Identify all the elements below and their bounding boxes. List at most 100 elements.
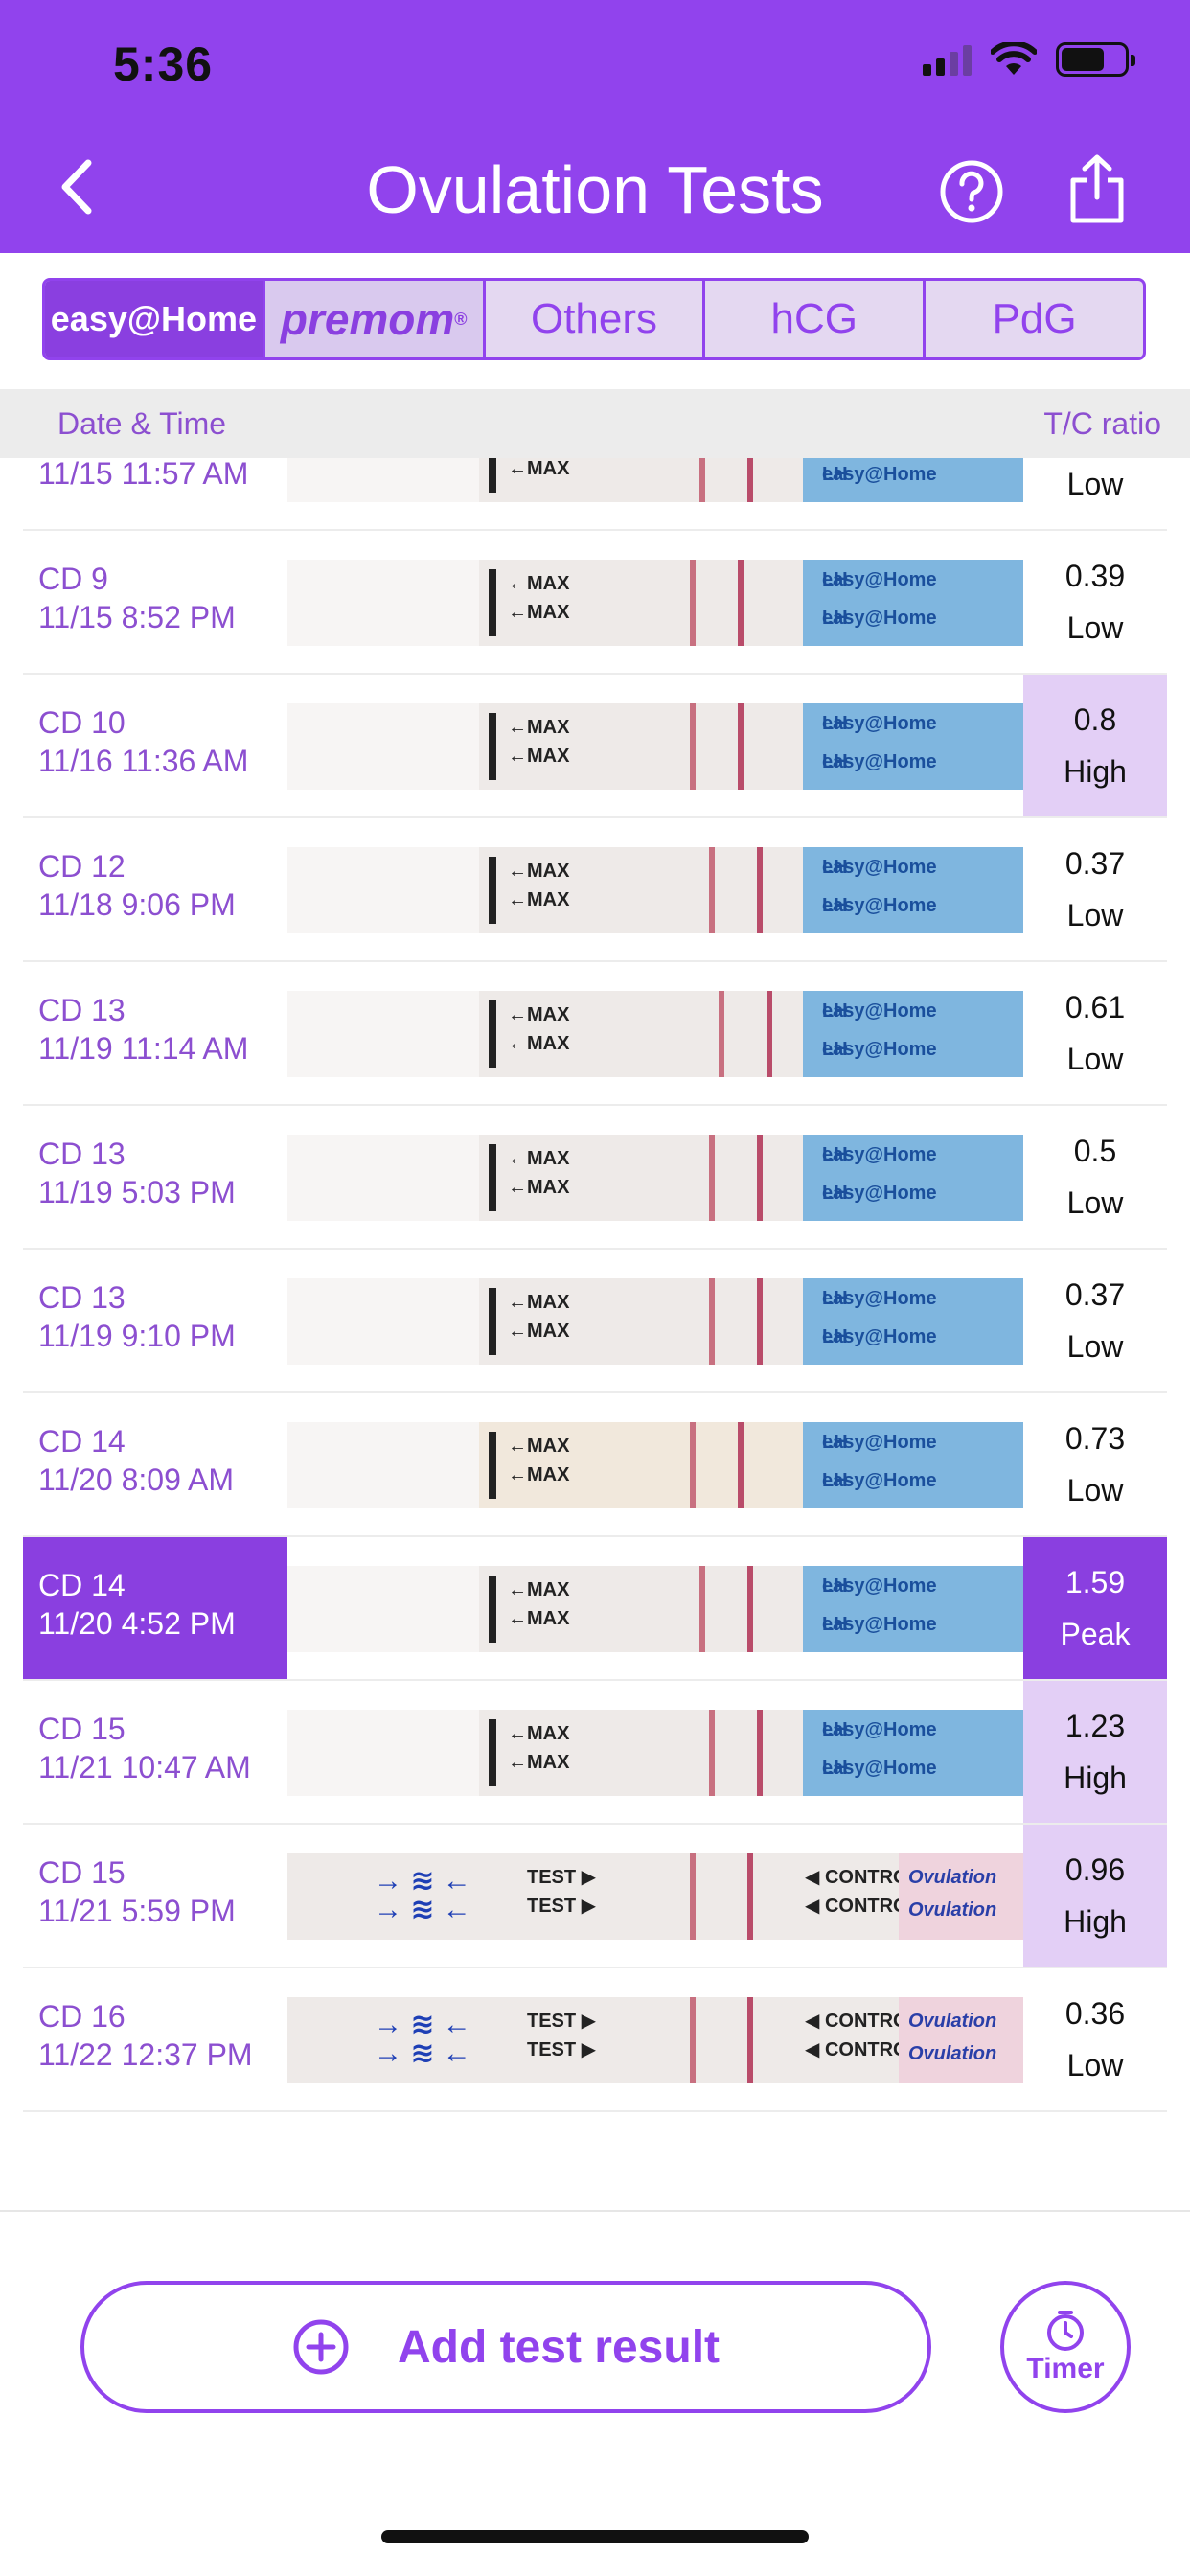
- control-line: [767, 991, 772, 1077]
- table-row[interactable]: CD 14 11/20 8:09 AM ←MAX ←MAX LH easy@Home ea…: [23, 1393, 1167, 1537]
- test-datetime: 11/19 11:14 AM: [38, 1031, 249, 1066]
- table-row[interactable]: CD 911/15 11:57 AM ←MAX←MAX LH easy@Homeea…: [23, 458, 1167, 531]
- cycle-day: CD 12: [38, 849, 126, 884]
- table-header: Date & Time T/C ratio: [0, 389, 1190, 458]
- lh-level-label: High: [1064, 754, 1127, 789]
- table-row[interactable]: CD 16 11/22 12:37 PM → ≋ ← → ≋ ← TEST ▶ TEST …: [23, 1968, 1167, 2112]
- table-row[interactable]: CD 15 11/21 10:47 AM ←MAX ←MAX LH easy@Home e…: [23, 1681, 1167, 1825]
- strip-control-label: ◀ CONTROL ◀ CONTROL: [805, 2011, 920, 2060]
- table-row[interactable]: CD 15 11/21 5:59 PM → ≋ ← → ≋ ← TEST ▶ TEST ▶…: [23, 1825, 1167, 1968]
- row-date-cell: CD 13 11/19 5:03 PM: [23, 1106, 287, 1248]
- tab-pdg[interactable]: PdG: [923, 281, 1143, 357]
- test-type-tabs: easy@Home premom ® Others hCG PdG: [42, 278, 1146, 360]
- test-datetime: 11/19 9:10 PM: [38, 1319, 236, 1353]
- control-line: [738, 703, 744, 790]
- strip-handle: [287, 991, 479, 1077]
- test-line: [690, 703, 696, 790]
- timer-button[interactable]: Timer: [1000, 2281, 1131, 2413]
- strip-max-bar: [489, 1144, 496, 1211]
- strip-max-bar: [489, 569, 496, 636]
- lh-level-label: Low: [1066, 898, 1124, 932]
- control-line: [757, 847, 763, 933]
- control-line: [757, 1278, 763, 1365]
- strip-max-label: ←MAX←MAX: [508, 1004, 570, 1054]
- tc-ratio-value: 0.96: [1064, 1852, 1126, 1887]
- strip-arrows: → ≋ ← → ≋ ←: [374, 2009, 471, 2069]
- tc-ratio-cell: 1.59 Peak: [1023, 1537, 1167, 1679]
- home-indicator: [381, 2530, 809, 2543]
- table-row[interactable]: CD 12 11/18 9:06 PM ←MAX ←MAX LH easy@Home ea…: [23, 818, 1167, 962]
- test-strip-image[interactable]: → ≋ ← → ≋ ← TEST ▶ TEST ▶ ◀ CONTROL ◀ CONTROL…: [287, 1853, 1023, 1940]
- table-row[interactable]: CD 13 11/19 5:03 PM ←MAX ←MAX LH easy@Home ea…: [23, 1106, 1167, 1250]
- lh-level-label: Low: [1066, 1042, 1124, 1076]
- tc-ratio-cell: 1.23 High: [1023, 1681, 1167, 1823]
- cycle-day: CD 15: [38, 1712, 126, 1746]
- lh-level-label: High: [1064, 1760, 1127, 1795]
- table-row[interactable]: CD 13 11/19 9:10 PM ←MAX ←MAX LH easy@Home ea…: [23, 1250, 1167, 1393]
- add-test-result-button[interactable]: Add test result: [80, 2281, 931, 2413]
- test-datetime: 11/21 10:47 AM: [38, 1750, 251, 1784]
- tc-ratio-cell: 0.61 Low: [1023, 962, 1167, 1104]
- tc-ratio-cell: 0.36 Low: [1023, 1968, 1167, 2110]
- strip-max-label: ←MAX←MAX: [508, 573, 570, 623]
- lh-level-label: Low: [1066, 2048, 1124, 2082]
- strip-max-bar: [489, 1288, 496, 1355]
- cycle-day: CD 14: [38, 1424, 126, 1459]
- table-row[interactable]: CD 10 11/16 11:36 AM ←MAX ←MAX LH easy@Home e…: [23, 675, 1167, 818]
- share-button[interactable]: [1065, 153, 1129, 224]
- header-bar: 5:36 Ovulation Tests: [0, 0, 1190, 253]
- row-divider: [23, 1248, 1167, 1250]
- row-divider: [23, 1104, 1167, 1106]
- tab-others[interactable]: Others: [482, 281, 703, 357]
- back-button[interactable]: [48, 153, 105, 220]
- strip-max-bar: [489, 1576, 496, 1643]
- test-strip-image[interactable]: → ≋ ← → ≋ ← TEST ▶ TEST ▶ ◀ CONTROL ◀ CONTROL…: [287, 1997, 1023, 2083]
- status-icons: [923, 42, 1135, 77]
- test-datetime: 11/15 11:57 AM: [38, 458, 249, 491]
- tc-ratio-cell: 0.58Low: [1023, 458, 1167, 529]
- test-datetime: 11/18 9:06 PM: [38, 887, 236, 922]
- help-button[interactable]: [939, 159, 1004, 224]
- tab-easyhome-label: easy@Home: [50, 299, 257, 338]
- page-title: Ovulation Tests: [366, 152, 824, 227]
- tab-easyhome[interactable]: easy@Home: [45, 281, 263, 357]
- tab-premom[interactable]: premom ®: [262, 281, 483, 357]
- table-row[interactable]: CD 14 11/20 4:52 PM ←MAX ←MAX LH easy@Home ea…: [23, 1537, 1167, 1681]
- row-date-cell: CD 13 11/19 11:14 AM: [23, 962, 287, 1104]
- row-divider: [23, 816, 1167, 818]
- row-divider: [23, 1823, 1167, 1825]
- row-divider: [23, 960, 1167, 962]
- lh-level-label: Low: [1066, 1473, 1124, 1507]
- strip-max-label: ←MAX←MAX: [508, 1148, 570, 1198]
- tc-ratio-value: 1.23: [1064, 1709, 1126, 1743]
- row-divider: [23, 1392, 1167, 1393]
- strip-max-bar: [489, 713, 496, 780]
- tab-hcg[interactable]: hCG: [702, 281, 923, 357]
- row-divider: [23, 1535, 1167, 1537]
- tc-ratio-value: 0.37: [1064, 846, 1126, 881]
- table-row[interactable]: CD 13 11/19 11:14 AM ←MAX ←MAX LH easy@Home e…: [23, 962, 1167, 1106]
- test-datetime: 11/20 8:09 AM: [38, 1462, 234, 1497]
- column-tc-ratio: T/C ratio: [1043, 405, 1161, 441]
- cycle-day: CD 14: [38, 1568, 126, 1602]
- test-line: [709, 1278, 715, 1365]
- strip-max-label: ←MAX←MAX: [508, 717, 570, 767]
- table-row[interactable]: CD 9 11/15 8:52 PM ←MAX ←MAX LH easy@Home eas…: [23, 531, 1167, 675]
- cycle-day: CD 10: [38, 705, 126, 740]
- test-line: [699, 1566, 705, 1652]
- row-date-cell: CD 10 11/16 11:36 AM: [23, 675, 287, 816]
